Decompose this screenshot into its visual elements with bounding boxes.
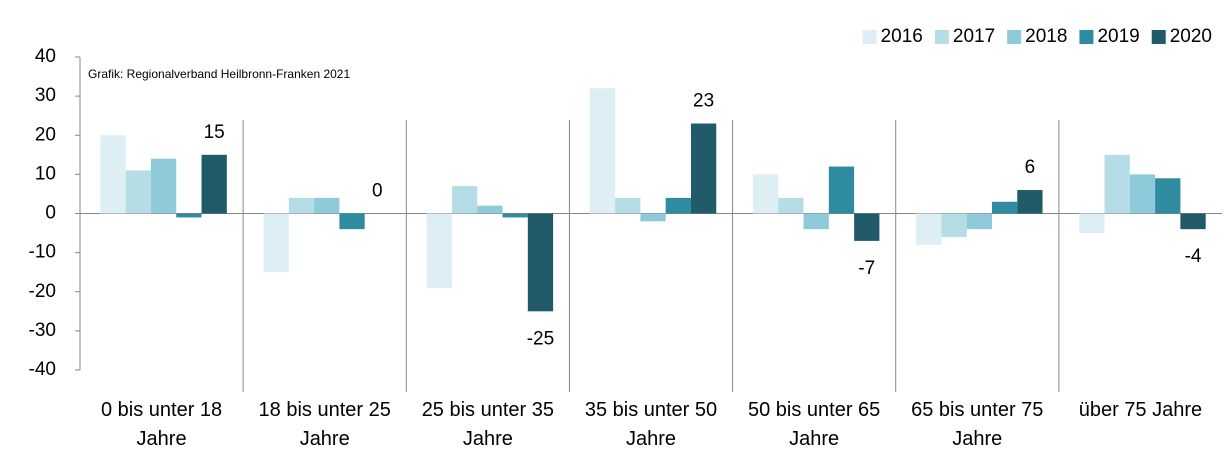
legend-swatch (1007, 30, 1022, 44)
bar (1079, 213, 1105, 234)
bar (100, 135, 126, 214)
bar (527, 213, 554, 312)
data-label: -25 (527, 328, 554, 349)
bar (803, 213, 829, 230)
x-tick-label: 50 bis unter 65 Jahre (747, 399, 881, 450)
bar (314, 197, 340, 214)
x-tick-label: 35 bis unter 50 Jahre (584, 399, 718, 450)
legend-label: 2020 (1170, 26, 1212, 47)
bar (991, 201, 1018, 214)
legend-swatch (862, 30, 877, 44)
y-tick-label: 40 (35, 46, 56, 67)
bar (502, 213, 528, 218)
bar (640, 213, 666, 222)
y-tick-label: 10 (35, 163, 56, 184)
bar (1017, 190, 1043, 214)
data-label: -4 (1185, 246, 1202, 267)
y-tick-label: 30 (35, 85, 56, 106)
data-label: 23 (693, 91, 714, 112)
x-tick-label: 25 bis unter 35 Jahre (421, 399, 555, 450)
y-tick-label: 0 (45, 203, 56, 224)
x-tick-label: 18 bis unter 25 Jahre (258, 399, 391, 450)
bar (1104, 154, 1130, 214)
bar (752, 174, 779, 214)
bar (426, 213, 452, 288)
legend-label: 2016 (881, 26, 923, 47)
legend-swatch (934, 30, 949, 44)
x-tick-label: über 75 Jahre (1078, 399, 1203, 421)
legend-label: 2017 (953, 26, 995, 47)
bar (854, 213, 880, 241)
legend-label: 2018 (1025, 26, 1067, 47)
data-label: 15 (204, 122, 225, 143)
data-label: -7 (858, 258, 875, 279)
bar (1155, 178, 1181, 214)
legend-label: 2019 (1097, 26, 1139, 47)
bar (451, 186, 478, 214)
bar (615, 197, 641, 214)
x-tick-label: 0 bis unter 18 Jahre (100, 399, 223, 450)
bar (125, 170, 151, 214)
bar (201, 154, 227, 214)
data-label: 0 (372, 181, 383, 202)
bar (966, 213, 992, 230)
bar (690, 123, 717, 214)
bar (1129, 174, 1156, 214)
y-tick-label: -40 (29, 359, 56, 380)
y-tick-label: -30 (29, 320, 56, 341)
bar (288, 197, 315, 214)
bar (916, 213, 942, 245)
bar (589, 88, 616, 214)
bar (176, 213, 202, 218)
x-tick-label: 65 bis unter 75 Jahre (911, 399, 1044, 450)
bar (665, 197, 691, 214)
bar (778, 197, 804, 214)
annotation: Grafik: Regionalverband Heilbronn-Franke… (88, 67, 350, 81)
bar (339, 213, 365, 230)
legend-swatch (1079, 30, 1094, 44)
y-tick-label: 20 (35, 124, 56, 145)
bar (1180, 213, 1206, 230)
bar (263, 213, 289, 273)
y-tick-label: -20 (29, 281, 56, 302)
data-label: 6 (1025, 157, 1036, 178)
y-tick-label: -10 (29, 242, 56, 263)
bar (828, 166, 855, 214)
legend-swatch (1151, 30, 1166, 44)
bar (150, 158, 177, 214)
bar (477, 205, 503, 214)
bar (941, 213, 967, 237)
